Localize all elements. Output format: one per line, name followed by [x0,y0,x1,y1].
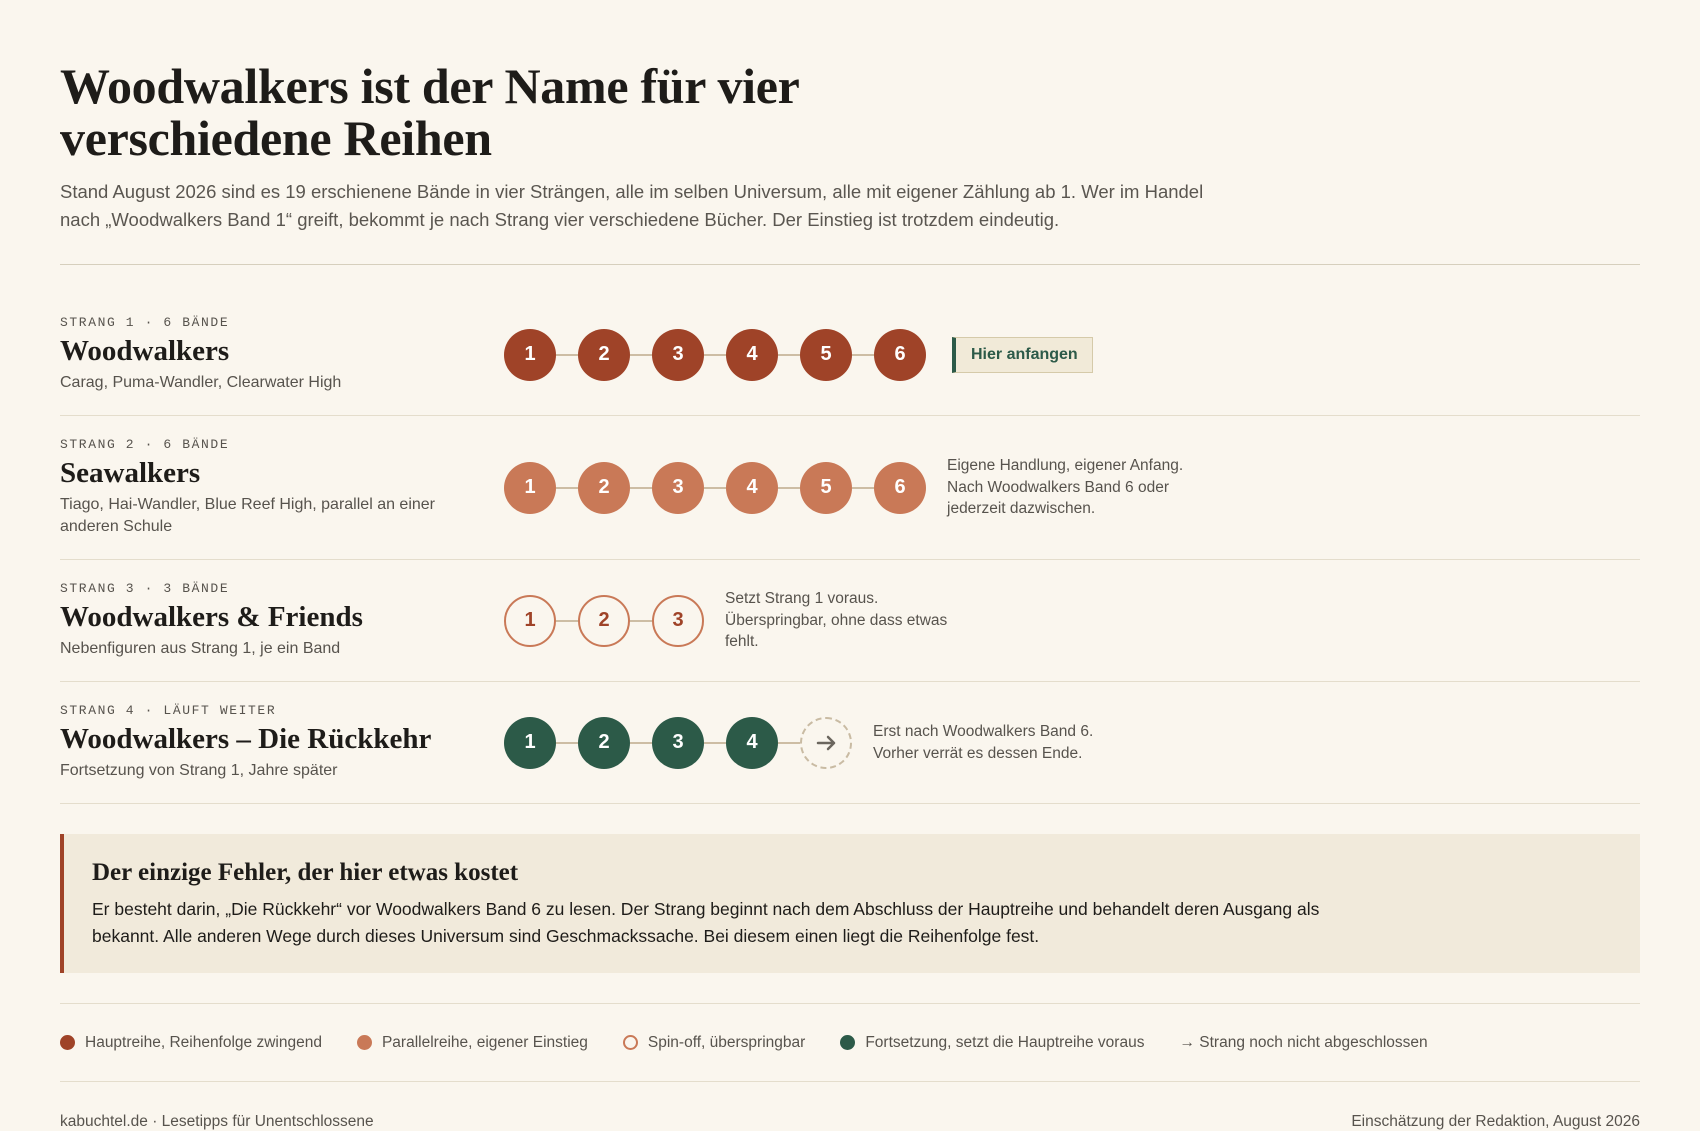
legend-swatch [840,1035,856,1050]
book-circle: 3 [652,461,704,514]
book-circle: 1 [504,594,556,647]
strand-row: STRANG 2 · 6 BÄNDE Seawalkers Tiago, Hai-W… [60,416,1640,560]
strand-info: STRANG 2 · 6 BÄNDE Seawalkers Tiago, Hai-W… [60,437,480,538]
connector [778,486,800,489]
strand-label: STRANG 1 · 6 BÄNDE [60,315,230,330]
book-circle: 4 [726,716,778,769]
book-circle: 3 [652,328,704,381]
book-circle: 1 [504,716,556,769]
connector [778,741,800,744]
connector [556,353,578,356]
strand-label: STRANG 4 · LÄUFT WEITER [60,703,277,718]
book-circle: 3 [652,716,704,769]
strand-list: STRANG 1 · 6 BÄNDE Woodwalkers Carag, Puma… [60,294,1640,804]
connector [630,486,652,489]
legend-text: Spin-off, überspringbar [647,1033,806,1051]
book-circle: 2 [578,461,630,514]
strand-subtitle: Carag, Puma-Wandler, Clearwater High [60,374,342,391]
strand-subtitle: Tiago, Hai-Wandler, Blue Reef High, para… [60,496,436,535]
strand-label: STRANG 2 · 6 BÄNDE [60,437,230,452]
strand-subtitle: Fortsetzung von Strang 1, Jahre später [60,762,338,779]
strand-info: STRANG 3 · 3 BÄNDE Woodwalkers & Friends N… [60,581,480,660]
legend: Hauptreihe, Reihenfolge zwingend Parallel… [60,1003,1640,1082]
book-circle: 4 [726,328,778,381]
connector [704,741,726,744]
callout: Der einzige Fehler, der hier etwas koste… [60,834,1640,973]
connector [556,741,578,744]
strand-title: Woodwalkers [60,335,230,367]
connector [852,486,874,489]
connector [630,741,652,744]
legend-item: Spin-off, überspringbar [622,1033,806,1052]
callout-title: Der einzige Fehler, der hier etwas koste… [92,859,519,886]
strand-info: STRANG 1 · 6 BÄNDE Woodwalkers Carag, Puma… [60,315,480,394]
strand-note: Setzt Strang 1 voraus. Überspringbar, oh… [725,590,948,651]
book-circle: 5 [800,328,852,381]
arrow-icon [816,735,836,750]
connector [852,353,874,356]
strand-row: STRANG 1 · 6 BÄNDE Woodwalkers Carag, Puma… [60,294,1640,416]
legend-item: → Strang noch nicht abgeschlossen [1179,1034,1427,1052]
book-circle: 6 [874,328,926,381]
book-circle: 2 [578,328,630,381]
legend-item: Parallelreihe, eigener Einstieg [356,1033,588,1052]
book-circle: 6 [874,461,926,514]
footer-right: Einschätzung der Redaktion, August 2026 [1351,1113,1640,1130]
strand-title: Seawalkers [60,457,201,489]
strand-subtitle: Nebenfiguren aus Strang 1, je ein Band [60,640,341,657]
subtitle: Stand August 2026 sind es 19 erschienene… [60,181,1204,230]
callout-text: Er besteht darin, „Die Rückkehr“ vor Woo… [92,899,1320,946]
legend-text: Hauptreihe, Reihenfolge zwingend [85,1033,322,1051]
footer: kabuchtel.de · Lesetipps für Unentschlos… [60,1113,1640,1131]
connector [556,619,578,622]
strand-label: STRANG 3 · 3 BÄNDE [60,581,230,596]
title: Woodwalkers ist der Name für vier versch… [60,58,799,166]
strand-row: STRANG 3 · 3 BÄNDE Woodwalkers & Friends N… [60,560,1640,682]
open-indicator [800,716,852,769]
book-circle: 1 [504,328,556,381]
connector [704,486,726,489]
legend-swatch [356,1035,372,1050]
book-circle: 4 [726,461,778,514]
connector [778,353,800,356]
legend-text: Fortsetzung, setzt die Hauptreihe voraus [865,1033,1145,1051]
legend-item: Hauptreihe, Reihenfolge zwingend [60,1034,322,1052]
start-here-button[interactable]: Hier anfangen [952,336,1093,373]
legend-text: Parallelreihe, eigener Einstieg [381,1033,588,1051]
footer-left: kabuchtel.de · Lesetipps für Unentschlos… [60,1113,374,1130]
book-circle: 2 [578,716,630,769]
connector [630,619,652,622]
book-circle: 3 [652,594,704,647]
legend-swatch [60,1035,75,1050]
connector [704,353,726,356]
connector [556,486,578,489]
connector [630,353,652,356]
strand-title: Woodwalkers – Die Rückkehr [60,723,432,755]
book-circle: 2 [578,594,630,647]
legend-text: → Strang noch nicht abgeschlossen [1179,1033,1428,1051]
legend-item: Fortsetzung, setzt die Hauptreihe voraus [840,1034,1144,1052]
strand-row: STRANG 4 · LÄUFT WEITER Woodwalkers – Die… [60,682,1640,804]
book-circle: 1 [504,461,556,514]
book-circle: 5 [800,461,852,514]
strand-info: STRANG 4 · LÄUFT WEITER Woodwalkers – Die… [60,703,480,782]
strand-note: Eigene Handlung, eigener Anfang. Nach Wo… [947,457,1184,518]
divider [60,264,1640,265]
strand-note: Erst nach Woodwalkers Band 6. Vorher ver… [873,723,1094,762]
legend-swatch [622,1035,638,1050]
strand-title: Woodwalkers & Friends [60,601,363,633]
